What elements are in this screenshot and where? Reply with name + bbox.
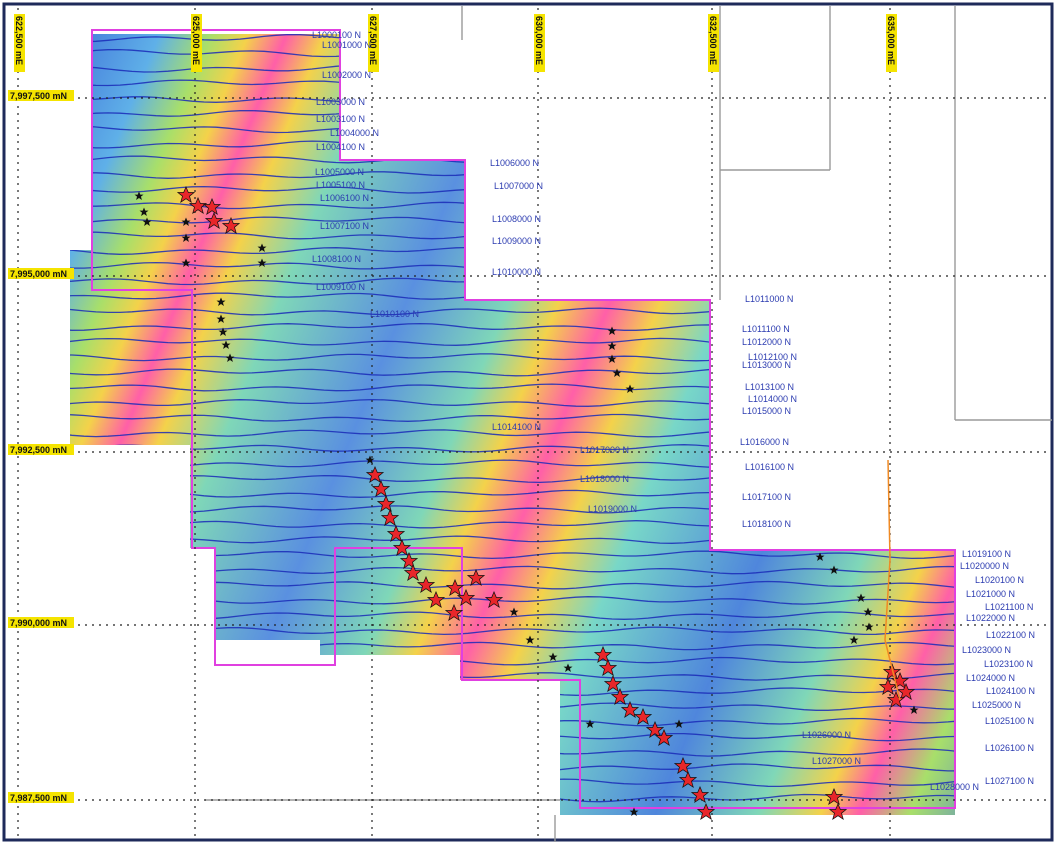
line-label: L1008000 N [492, 214, 541, 224]
line-label: L1028000 N [930, 782, 979, 792]
svg-text:630,000 mE: 630,000 mE [534, 16, 544, 65]
coordinate-gridlines [8, 8, 1050, 840]
line-label: L1015000 N [742, 406, 791, 416]
line-label: L1009000 N [492, 236, 541, 246]
line-label: L1020000 N [960, 561, 1009, 571]
survey-boundary [91, 29, 956, 809]
line-label: L1010000 N [492, 267, 541, 277]
svg-text:7,987,500 mN: 7,987,500 mN [10, 793, 67, 803]
easting-label: 630,000 mE [534, 14, 545, 72]
svg-text:625,000 mE: 625,000 mE [191, 16, 201, 65]
svg-text:7,995,000 mN: 7,995,000 mN [10, 269, 67, 279]
line-label: L1004000 N [330, 128, 379, 138]
line-label: L1023000 N [962, 645, 1011, 655]
line-label: L1006100 N [320, 193, 369, 203]
line-label: L1014000 N [748, 394, 797, 404]
line-label: L1011100 N [742, 324, 790, 334]
line-label: L1001000 N [322, 40, 371, 50]
line-label: L1016100 N [745, 462, 794, 472]
line-label: L1026100 N [985, 743, 1034, 753]
line-label: L1007000 N [494, 181, 543, 191]
svg-text:7,997,500 mN: 7,997,500 mN [10, 91, 67, 101]
svg-text:627,500 mE: 627,500 mE [368, 16, 378, 65]
svg-text:635,000 mE: 635,000 mE [886, 16, 896, 65]
line-label: L1018100 N [742, 519, 791, 529]
line-label: L1026000 N [802, 730, 851, 740]
line-label: L1012100 N [748, 352, 797, 362]
line-label: L1014100 N [492, 422, 541, 432]
easting-label: 627,500 mE [368, 14, 379, 72]
svg-text:7,990,000 mN: 7,990,000 mN [10, 618, 67, 628]
line-label: L1005100 N [316, 180, 365, 190]
northing-labels: 7,997,500 mN 7,995,000 mN 7,992,500 mN 7,99… [8, 90, 74, 803]
northing-label: 7,992,500 mN [8, 444, 74, 455]
line-label: L1025100 N [985, 716, 1034, 726]
easting-label: 625,000 mE [191, 14, 202, 72]
line-label: L1008100 N [312, 254, 361, 264]
line-label: L1019000 N [588, 504, 637, 514]
line-label: L1006000 N [490, 158, 539, 168]
line-label: L1017100 N [742, 492, 791, 502]
easting-label: 635,000 mE [886, 14, 897, 72]
tenement-boundaries [205, 6, 1052, 842]
northing-label: 7,995,000 mN [8, 268, 74, 279]
line-label: L1022100 N [986, 630, 1035, 640]
line-label: L1010100 N [370, 309, 419, 319]
northing-label: 7,990,000 mN [8, 617, 74, 628]
line-label: L1025000 N [972, 700, 1021, 710]
line-label: L1013000 N [742, 360, 791, 370]
line-label: L1005000 N [315, 167, 364, 177]
line-label: L1020100 N [975, 575, 1024, 585]
svg-text:622,500 mE: 622,500 mE [14, 16, 24, 65]
easting-labels: 622,500 mE 625,000 mE 627,500 mE 630,000 mE… [14, 14, 897, 72]
line-label: L1018000 N [580, 474, 629, 484]
line-label: L1003100 N [316, 114, 365, 124]
northing-label: 7,997,500 mN [8, 90, 74, 101]
line-label: L1027000 N [812, 756, 861, 766]
line-label: L1024000 N [966, 673, 1015, 683]
easting-label: 632,500 mE [708, 14, 719, 72]
line-label: L1004100 N [316, 142, 365, 152]
line-label: L1027100 N [985, 776, 1034, 786]
line-label: L1013100 N [745, 382, 794, 392]
line-label: L1007100 N [320, 221, 369, 231]
line-label: L1021000 N [966, 589, 1015, 599]
anomaly-trace [884, 459, 901, 701]
easting-label: 622,500 mE [14, 14, 25, 72]
line-label: L1011000 N [745, 294, 793, 304]
svg-text:632,500 mE: 632,500 mE [708, 16, 718, 65]
line-label: L1009100 N [316, 282, 365, 292]
line-label: L1023100 N [984, 659, 1033, 669]
line-label: L1003000 N [316, 97, 365, 107]
line-label: L1012000 N [742, 337, 791, 347]
line-label: L1019100 N [962, 549, 1011, 559]
svg-text:7,992,500 mN: 7,992,500 mN [10, 445, 67, 455]
line-label: L1022000 N [966, 613, 1015, 623]
line-label: L1002000 N [322, 70, 371, 80]
northing-label: 7,987,500 mN [8, 792, 74, 803]
line-label: L1024100 N [986, 686, 1035, 696]
line-label: L1016000 N [740, 437, 789, 447]
line-label: L1021100 N [985, 602, 1033, 612]
line-label: L1017000 N [580, 445, 629, 455]
line-label: L1000100 N [312, 30, 361, 40]
